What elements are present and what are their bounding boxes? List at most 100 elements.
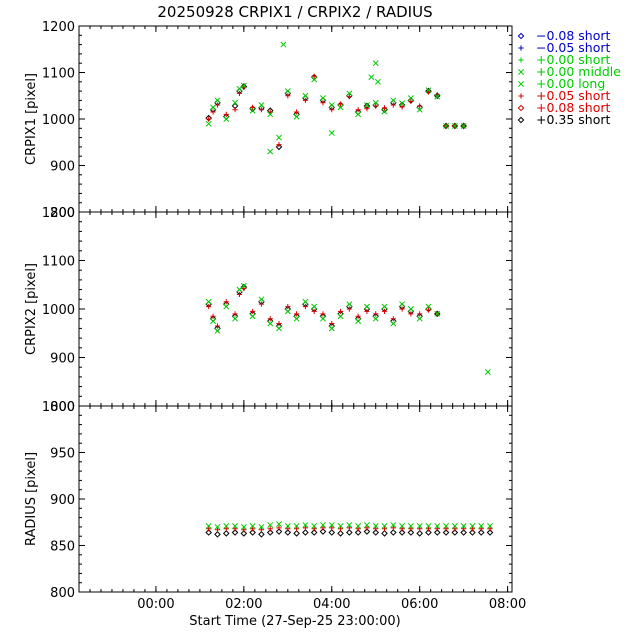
data-point: [311, 76, 318, 83]
panel-radius: 800 850 900 950 1000 00:00 02:00 04:00 06:00 08:0…: [24, 400, 526, 612]
data-point: [205, 298, 212, 305]
data-point: [364, 525, 370, 531]
data-point: [302, 529, 309, 536]
data-point: [223, 526, 229, 532]
data-point: [223, 303, 230, 310]
y-tick-label: 1000: [42, 400, 75, 415]
outlier-point: [374, 78, 381, 85]
data-point: [258, 107, 265, 113]
y-tick-label: 1000: [42, 113, 75, 128]
data-point: [355, 523, 362, 529]
data-point: [337, 308, 344, 315]
data-point: [329, 525, 335, 531]
data-point: [381, 303, 388, 310]
legend-marker: [518, 45, 524, 51]
data-point: [355, 107, 361, 113]
data-point: [355, 526, 361, 532]
plot-frame: [78, 25, 513, 213]
data-point: [381, 105, 388, 111]
data-point: [236, 90, 243, 97]
y-axis-label: CRPIX1 [pixel]: [24, 73, 39, 165]
data-point: [425, 523, 432, 529]
data-point: [408, 98, 414, 104]
data-point: [372, 523, 379, 529]
legend-entry: −0.08 short: [536, 28, 611, 43]
data-point: [355, 111, 362, 118]
data-point: [320, 522, 326, 528]
data-point: [319, 528, 327, 535]
data-point: [241, 286, 247, 292]
data-point: [381, 108, 388, 115]
data-point: [381, 526, 388, 532]
data-point: [210, 109, 216, 115]
panel-crpix2: 800 900 1000 1100 1200 CRPIX2 [pixel]: [24, 206, 513, 415]
data-point: [443, 526, 449, 532]
data-point: [346, 306, 352, 312]
x-tick-label: 08:00: [489, 597, 526, 612]
data-point: [249, 529, 256, 536]
data-point: [276, 521, 282, 528]
legend-entry: +0.08 short: [536, 100, 611, 115]
data-point: [390, 316, 396, 322]
data-point: [425, 303, 432, 310]
legend-entry: +0.00 short: [536, 52, 611, 67]
data-point: [328, 522, 335, 528]
data-point: [407, 529, 415, 536]
data-point: [372, 529, 380, 536]
data-point: [408, 526, 414, 532]
data-point: [417, 526, 423, 532]
data-point: [337, 526, 344, 532]
legend-marker: [518, 81, 524, 87]
data-point: [214, 531, 221, 538]
data-point: [232, 311, 238, 317]
data-point: [407, 306, 414, 312]
y-tick-label: 800: [50, 400, 75, 415]
data-point: [434, 310, 441, 317]
data-point: [399, 306, 405, 312]
data-point: [250, 104, 256, 110]
data-point: [236, 85, 243, 92]
data-point: [443, 523, 450, 529]
data-point: [451, 529, 459, 536]
data-point: [250, 526, 256, 532]
data-point: [346, 529, 353, 536]
data-point: [399, 301, 406, 308]
data-point: [477, 529, 485, 536]
data-point: [206, 116, 212, 122]
data-point: [302, 97, 308, 103]
legend-entry: +0.00 middle: [536, 64, 621, 79]
data-point: [284, 88, 291, 95]
data-point: [381, 308, 388, 315]
data-point: [398, 529, 406, 536]
data-point: [285, 303, 291, 310]
data-point: [373, 526, 379, 532]
outlier-point: [368, 74, 375, 81]
plot-frame: [78, 405, 513, 593]
data-point: [232, 107, 238, 113]
data-point: [399, 523, 406, 529]
data-point: [241, 527, 247, 533]
data-point: [363, 522, 370, 528]
data-point: [364, 106, 370, 112]
data-point: [275, 143, 283, 151]
data-point: [276, 134, 282, 141]
y-tick-label: 950: [50, 447, 75, 462]
data-point: [232, 315, 239, 322]
outlier-point: [328, 129, 335, 136]
data-point: [399, 100, 406, 107]
y-tick-label: 800: [50, 206, 75, 221]
data-point: [214, 97, 221, 104]
data-point: [240, 282, 247, 289]
data-point: [267, 111, 274, 118]
data-point: [293, 109, 300, 115]
data-point: [469, 526, 476, 532]
data-point: [284, 529, 292, 536]
data-point: [346, 525, 352, 531]
data-point: [346, 90, 353, 97]
data-point: [293, 526, 300, 532]
data-point: [417, 311, 423, 317]
legend-marker: [517, 116, 525, 124]
data-point: [425, 307, 432, 313]
data-point: [275, 528, 283, 535]
